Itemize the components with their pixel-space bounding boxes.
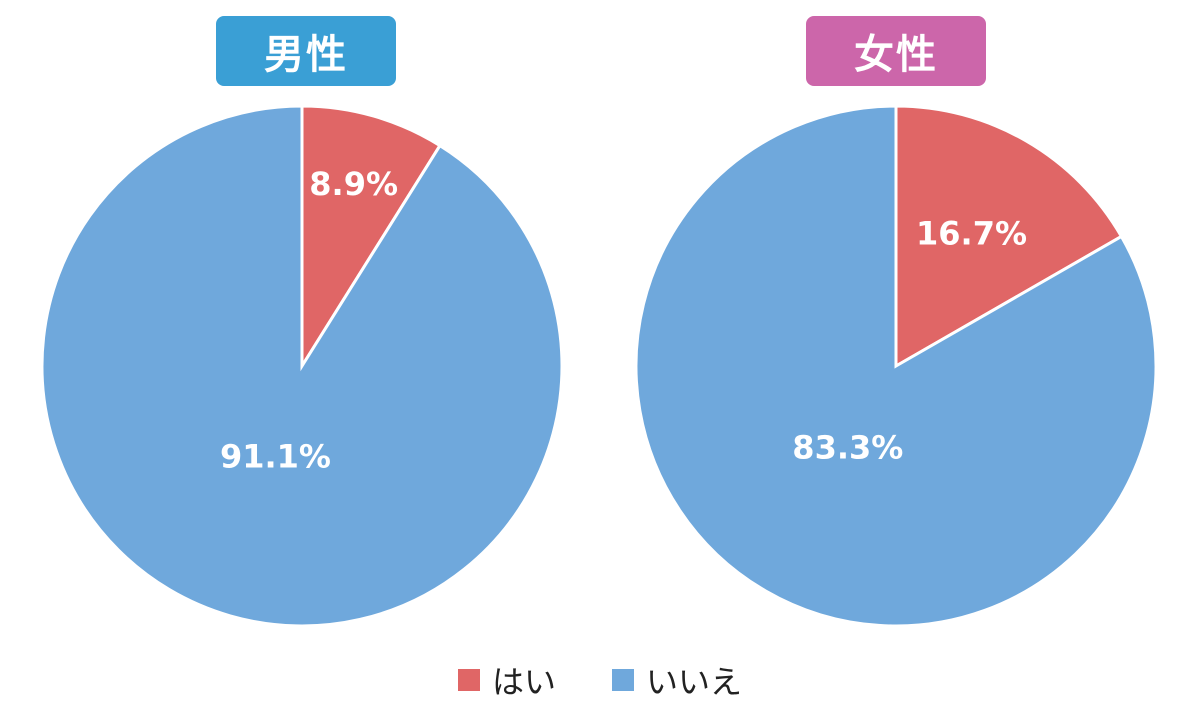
legend-item-no: いいえ [612,657,742,703]
pie-slice-female-no [634,104,1158,628]
slice-label-male-yes: 8.9% [309,165,398,203]
legend: はい いいえ [0,657,1200,703]
pie-slice-female-yes [894,104,1124,369]
chart-title-female: 女性 [806,16,986,86]
pie-slice-male-yes [300,104,443,372]
chart-title-male: 男性 [216,16,396,86]
legend-swatch-yes [457,669,480,691]
legend-label-no: いいえ [646,663,743,701]
pie-slice-male-no [40,104,564,628]
slice-label-female-yes: 16.7% [916,214,1027,252]
slice-label-male-no: 91.1% [220,437,331,475]
slice-label-female-no: 83.3% [792,428,903,466]
legend-swatch-no [612,669,634,691]
legend-item-yes: はい [457,657,556,703]
legend-label-yes: はい [491,663,556,701]
